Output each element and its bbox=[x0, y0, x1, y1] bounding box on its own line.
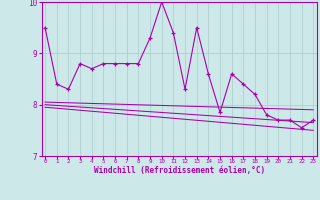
X-axis label: Windchill (Refroidissement éolien,°C): Windchill (Refroidissement éolien,°C) bbox=[94, 166, 265, 175]
